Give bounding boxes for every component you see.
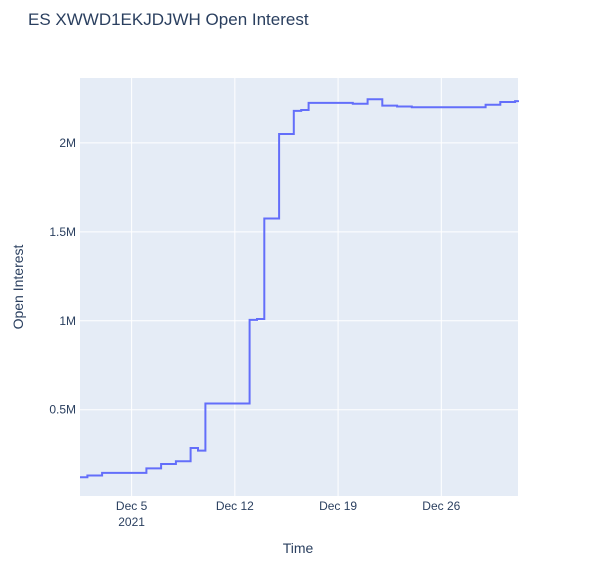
- x-axis-title: Time: [283, 540, 314, 556]
- y-axis-ticks: 0.5M 1M 1.5M 2M: [49, 136, 76, 417]
- x-tick-label: Dec 12: [216, 499, 254, 513]
- x-tick-label: Dec 26: [422, 499, 460, 513]
- x-tick-label: Dec 5: [116, 499, 148, 513]
- x-tick-label: Dec 19: [319, 499, 357, 513]
- chart-title: ES XWWD1EKJDJWH Open Interest: [28, 10, 309, 29]
- x-axis-ticks: Dec 5 2021 Dec 12 Dec 19 Dec 26: [116, 499, 461, 529]
- series-line: [80, 98, 519, 479]
- y-tick-label: 1.5M: [49, 225, 76, 239]
- plot-background: [80, 78, 518, 496]
- grid-lines: [80, 78, 518, 496]
- y-tick-label: 1M: [59, 314, 76, 328]
- y-axis-title: Open Interest: [10, 244, 26, 329]
- y-tick-label: 2M: [59, 136, 76, 150]
- x-tick-sublabel: 2021: [118, 515, 145, 529]
- y-tick-label: 0.5M: [49, 403, 76, 417]
